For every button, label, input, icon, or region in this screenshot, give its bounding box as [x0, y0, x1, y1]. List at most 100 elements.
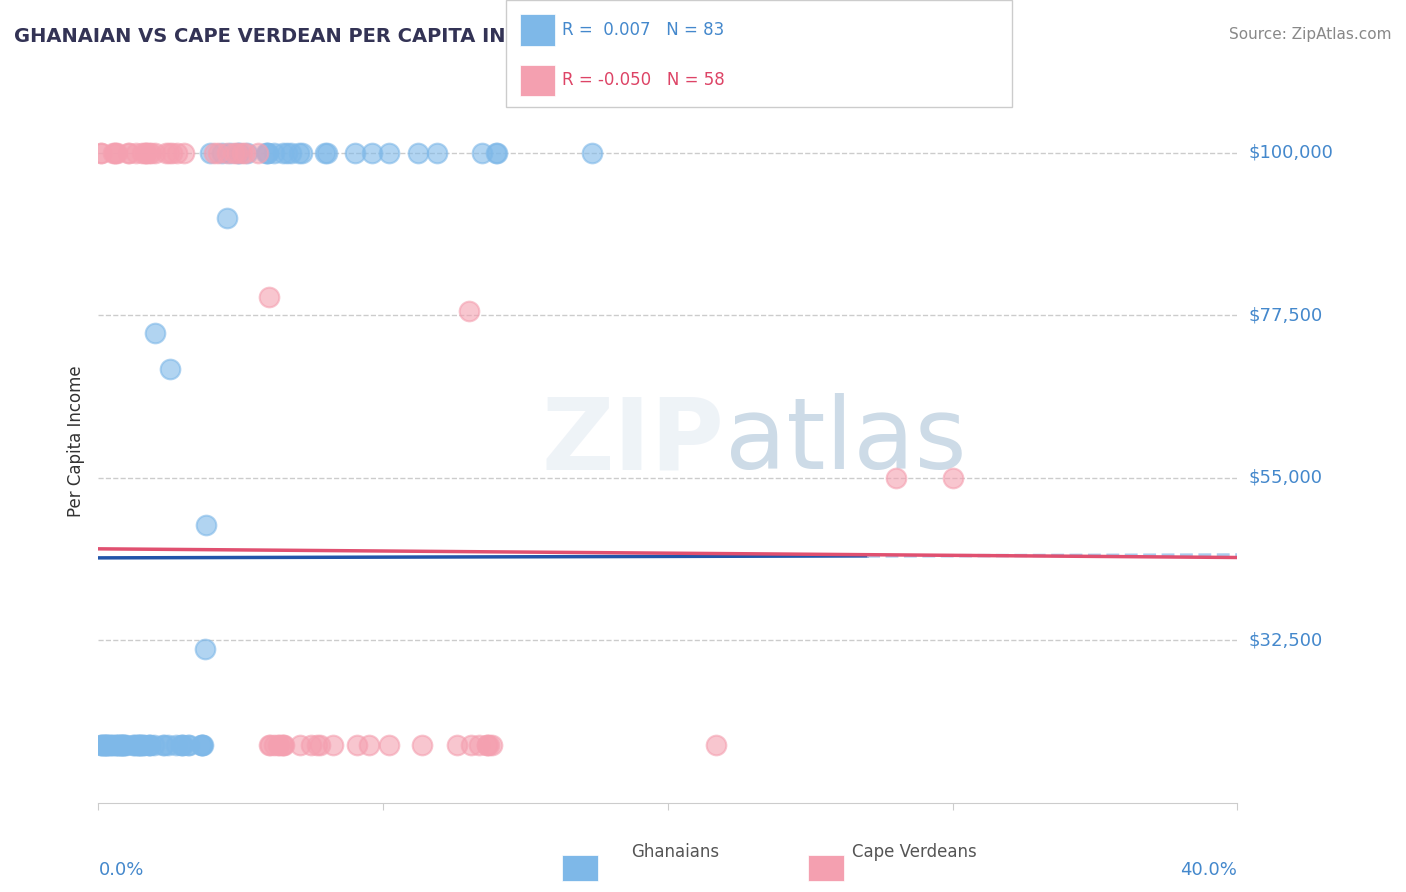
- Point: [124, 145, 146, 160]
- Point: [152, 738, 174, 752]
- Point: [128, 738, 150, 752]
- Point: [93, 738, 115, 752]
- Text: 40.0%: 40.0%: [1181, 861, 1237, 879]
- Point: [202, 145, 225, 160]
- Point: [270, 738, 292, 752]
- Point: [153, 738, 176, 752]
- Point: [346, 738, 368, 752]
- Point: [139, 145, 162, 160]
- Point: [138, 145, 160, 160]
- Point: [194, 641, 217, 656]
- Text: R = -0.050   N = 58: R = -0.050 N = 58: [562, 71, 725, 89]
- Point: [190, 738, 212, 752]
- Point: [198, 145, 221, 160]
- Point: [172, 738, 194, 752]
- Point: [90, 145, 112, 160]
- Point: [259, 738, 281, 752]
- Point: [378, 145, 401, 160]
- Point: [228, 145, 250, 160]
- Point: [134, 145, 156, 160]
- Point: [316, 145, 339, 160]
- Point: [263, 738, 285, 752]
- Point: [211, 145, 233, 160]
- Point: [478, 738, 501, 752]
- Point: [90, 738, 112, 752]
- Point: [467, 738, 489, 752]
- Text: $100,000: $100,000: [1249, 144, 1333, 161]
- Point: [104, 145, 127, 160]
- Point: [112, 738, 135, 752]
- Point: [457, 304, 479, 318]
- Point: [942, 470, 965, 484]
- Point: [486, 145, 509, 160]
- Point: [246, 145, 269, 160]
- Point: [96, 738, 118, 752]
- Text: ZIP: ZIP: [541, 393, 725, 490]
- Point: [169, 738, 191, 752]
- Point: [191, 738, 214, 752]
- Point: [236, 145, 259, 160]
- Point: [96, 738, 118, 752]
- Point: [108, 738, 131, 752]
- Point: [94, 738, 117, 752]
- Point: [143, 145, 166, 160]
- Point: [215, 211, 238, 225]
- Point: [475, 738, 498, 752]
- Point: [481, 738, 503, 752]
- Point: [357, 738, 380, 752]
- Point: [107, 738, 129, 752]
- Point: [254, 145, 277, 160]
- Point: [110, 738, 132, 752]
- Point: [259, 290, 281, 304]
- Point: [288, 738, 311, 752]
- Point: [343, 145, 366, 160]
- Point: [159, 362, 181, 376]
- Point: [103, 145, 125, 160]
- Point: [266, 738, 288, 752]
- Point: [256, 145, 278, 160]
- Point: [135, 145, 157, 160]
- Point: [165, 738, 187, 752]
- Point: [173, 145, 195, 160]
- Point: [104, 738, 127, 752]
- Point: [166, 145, 188, 160]
- Point: [314, 145, 336, 160]
- Point: [195, 518, 218, 533]
- Point: [217, 145, 239, 160]
- Point: [276, 145, 298, 160]
- Point: [471, 145, 494, 160]
- Point: [377, 738, 399, 752]
- Text: Source: ZipAtlas.com: Source: ZipAtlas.com: [1229, 27, 1392, 42]
- Point: [104, 738, 127, 752]
- Point: [127, 738, 149, 752]
- Point: [139, 738, 162, 752]
- Point: [90, 145, 112, 160]
- Point: [485, 145, 508, 160]
- Point: [884, 470, 907, 484]
- Point: [103, 738, 125, 752]
- Point: [226, 145, 249, 160]
- Point: [138, 738, 160, 752]
- Text: atlas: atlas: [725, 393, 966, 490]
- Text: $32,500: $32,500: [1249, 632, 1323, 649]
- Point: [224, 145, 246, 160]
- Point: [112, 738, 135, 752]
- Point: [170, 738, 193, 752]
- Point: [235, 145, 257, 160]
- Point: [322, 738, 344, 752]
- Point: [145, 326, 167, 340]
- Point: [191, 738, 214, 752]
- Point: [98, 738, 121, 752]
- Point: [231, 145, 253, 160]
- Point: [114, 738, 136, 752]
- Point: [280, 145, 302, 160]
- Point: [138, 738, 160, 752]
- Point: [411, 738, 433, 752]
- Point: [125, 738, 148, 752]
- Point: [157, 145, 180, 160]
- Point: [117, 145, 139, 160]
- Point: [271, 738, 294, 752]
- Point: [143, 738, 166, 752]
- Point: [105, 145, 128, 160]
- Point: [117, 145, 139, 160]
